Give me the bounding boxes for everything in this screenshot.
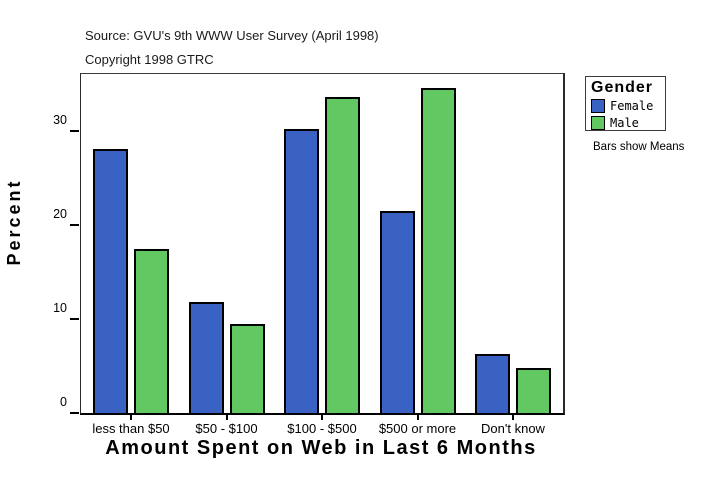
source-text: Source: GVU's 9th WWW User Survey (April… <box>85 28 379 43</box>
copyright-text: Copyright 1998 GTRC <box>85 52 214 67</box>
x-tick-label: $500 or more <box>378 421 457 436</box>
legend-title: Gender <box>591 79 654 96</box>
y-tick-label: 10 <box>53 300 67 315</box>
male-bar <box>516 367 551 413</box>
x-tick-label: $100 - $500 <box>287 421 357 436</box>
y-tick-mark <box>70 317 79 320</box>
male-swatch-icon <box>591 116 605 130</box>
legend-items: Female Male <box>591 98 665 131</box>
x-tick-label: $50 - $100 <box>195 421 258 436</box>
y-tick-mark <box>70 129 79 132</box>
y-tick-label: 0 <box>60 395 67 409</box>
female-swatch-icon <box>591 99 605 113</box>
x-axis-title: Amount Spent on Web in Last 6 Months <box>105 437 537 459</box>
y-tick-label: 20 <box>53 206 67 221</box>
legend-item-label: Male <box>610 116 639 130</box>
female-bar <box>93 149 128 413</box>
female-bar <box>188 301 224 413</box>
male-bar <box>420 88 456 413</box>
x-tick-mark <box>225 415 228 420</box>
x-tick-mark <box>321 415 323 420</box>
plot-area: 0 10 20 30 less than $50 $50 - $100 $100 - $50… <box>53 73 565 436</box>
legend-item: Female <box>591 98 665 114</box>
legend-item: Male <box>591 115 665 131</box>
y-tick-mark <box>70 412 79 414</box>
y-axis-title: Percent <box>4 178 24 266</box>
legend-item-label: Female <box>610 99 654 113</box>
male-bar <box>134 249 169 413</box>
y-tick-label: 30 <box>53 112 67 127</box>
female-bar <box>284 128 319 413</box>
x-tick-label: less than $50 <box>92 421 170 436</box>
y-tick-mark <box>70 223 79 226</box>
x-tick-mark <box>512 415 514 420</box>
legend-note: Bars show Means <box>593 141 685 153</box>
female-bar <box>475 353 510 413</box>
male-bar <box>229 324 265 413</box>
x-tick-mark <box>416 415 419 420</box>
legend-box: Gender Female Male <box>585 76 666 131</box>
male-bar <box>325 96 360 413</box>
x-tick-label: Don't know <box>481 421 545 436</box>
female-bar <box>379 211 415 413</box>
x-tick-mark <box>130 415 132 420</box>
